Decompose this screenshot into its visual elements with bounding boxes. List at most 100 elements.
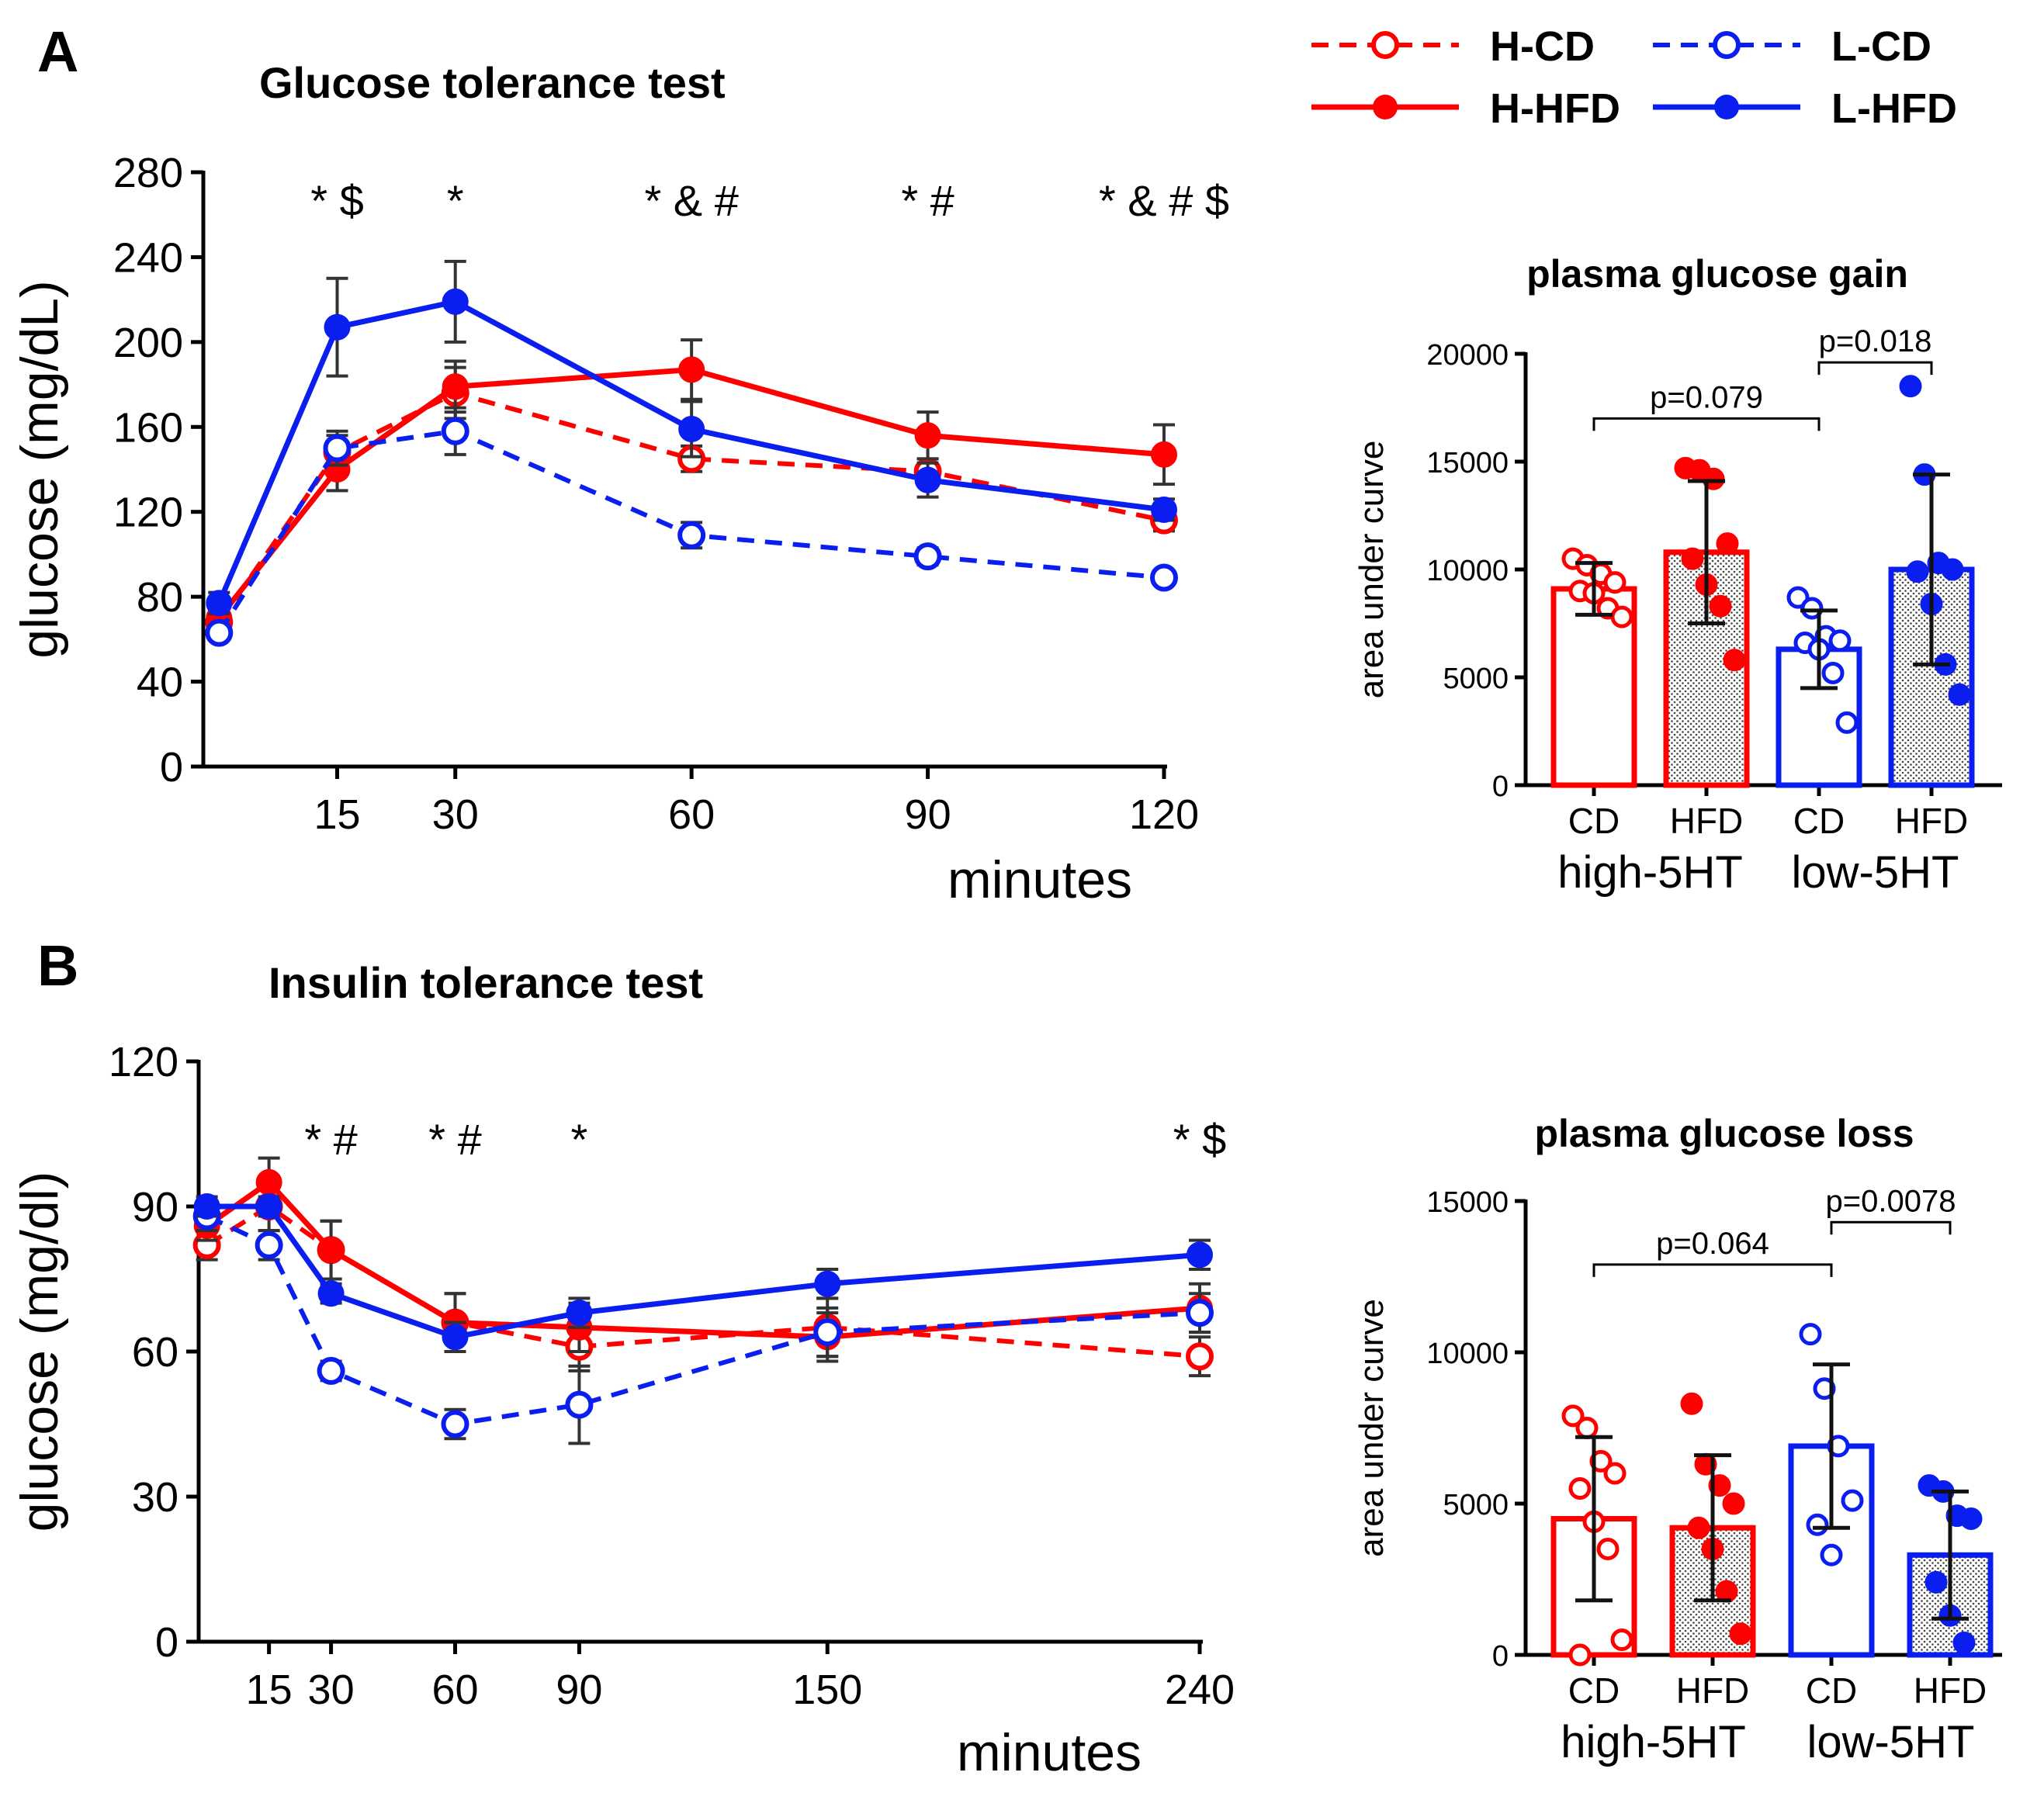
p-value-label: p=0.018 [1819, 324, 1932, 358]
data-point [1906, 560, 1929, 583]
y-tick-label: 30 [132, 1474, 178, 1521]
x-tick-label: 90 [905, 791, 951, 838]
group-label: high-5HT [1561, 1717, 1746, 1767]
x-tick-label: 120 [1129, 791, 1199, 838]
x-tick-label: 30 [432, 791, 479, 838]
category-label: CD [1806, 1670, 1857, 1711]
y-tick-label: 0 [155, 1619, 178, 1666]
data-point [566, 1300, 593, 1327]
data-point [1722, 1492, 1745, 1515]
y-tick-label: 10000 [1426, 555, 1509, 587]
data-point [813, 1318, 842, 1347]
significance-marker: * # [901, 176, 954, 225]
data-point [914, 422, 941, 449]
category-label: CD [1793, 801, 1845, 841]
data-point [1186, 1342, 1214, 1371]
x-tick-label: 60 [668, 791, 715, 838]
x-axis-label: minutes [948, 850, 1132, 909]
data-point [1948, 683, 1971, 706]
series-h-cd [192, 1180, 1214, 1378]
chart-plasma-glucose-loss: plasma glucose loss 0 5000 10000 15000 area u… [1353, 1112, 2002, 1767]
series-l-cd [205, 406, 1178, 647]
data-point [1828, 629, 1852, 652]
data-point [1941, 558, 1964, 581]
data-point [255, 1193, 282, 1220]
x-tick-label: 90 [556, 1667, 602, 1713]
series-line-l-cd [206, 1213, 1200, 1427]
significance-marker: * # [428, 1115, 482, 1164]
data-point [1681, 547, 1704, 570]
y-axis-label: glucose (mg/dL) [10, 280, 69, 659]
data-point [1187, 1241, 1213, 1269]
comparison-bracket [1830, 1220, 1952, 1235]
data-point [1702, 467, 1725, 490]
legend-item-l-cd: L-CD [1653, 23, 1931, 70]
chart-title: plasma glucose loss [1534, 1112, 1914, 1155]
data-point [565, 1390, 594, 1419]
significance-marker: * $ [1173, 1115, 1227, 1164]
y-tick-label: 120 [113, 490, 183, 536]
y-tick-label: 80 [137, 574, 183, 621]
data-point [1800, 597, 1824, 620]
data-point [323, 434, 352, 462]
data-point [1575, 1417, 1599, 1439]
category-label: HFD [1670, 801, 1744, 841]
y-tick-label: 20000 [1426, 339, 1509, 372]
data-point [1603, 1462, 1627, 1485]
series-line-l-cd [217, 428, 1165, 635]
y-tick-label: 280 [113, 150, 183, 196]
data-point [193, 1193, 220, 1220]
data-point [1959, 1507, 1983, 1530]
x-tick-label: 30 [308, 1667, 355, 1713]
data-point [255, 1231, 283, 1259]
data-point [1723, 649, 1746, 672]
data-point [441, 417, 469, 445]
data-point [317, 1280, 345, 1307]
data-point [1151, 441, 1177, 468]
data-point [678, 356, 705, 383]
legend-item-l-hfd: L-HFD [1653, 85, 1957, 132]
significance-marker: * [571, 1115, 588, 1164]
data-point [677, 521, 706, 549]
data-point [206, 590, 233, 617]
data-point [255, 1168, 282, 1196]
data-point [1820, 1543, 1843, 1566]
chart-insulin-tolerance-test: Insulin tolerance test 0 30 60 90 120 15 30 60 90… [10, 958, 1235, 1782]
data-point [1568, 1477, 1592, 1500]
y-tick-label: 240 [113, 234, 183, 281]
legend-label-h-hfd: H-HFD [1490, 85, 1620, 132]
chart-title: Insulin tolerance test [268, 958, 703, 1007]
group-label: high-5HT [1557, 847, 1743, 898]
series-h-hfd [193, 1156, 1213, 1363]
p-value-label: p=0.079 [1650, 380, 1763, 414]
series-line-h-hfd [217, 366, 1165, 620]
data-point [1827, 1435, 1850, 1458]
significance-marker: * $ [310, 176, 364, 225]
series-line-h-hfd [205, 1179, 1200, 1340]
chart-title: plasma glucose gain [1526, 252, 1908, 296]
data-point [1924, 1570, 1948, 1594]
legend-item-h-cd: H-CD [1311, 23, 1595, 70]
chart-plasma-glucose-gain: plasma glucose gain 0 5000 10000 15000 20000 a… [1353, 252, 2002, 898]
data-point [1709, 594, 1732, 618]
p-value-label: p=0.064 [1656, 1227, 1769, 1261]
legend-marker-h-cd [1371, 31, 1399, 59]
data-point [1680, 1392, 1703, 1415]
legend-label-l-hfd: L-HFD [1831, 85, 1957, 132]
category-label: HFD [1676, 1670, 1750, 1711]
data-point [1687, 1516, 1710, 1539]
category-label: HFD [1895, 801, 1969, 841]
data-point [1821, 661, 1845, 684]
y-tick-label: 160 [113, 404, 183, 451]
data-point [324, 313, 351, 341]
panel-label-b: B [37, 933, 78, 998]
legend-marker-l-cd [1713, 31, 1741, 59]
data-point [1561, 1404, 1585, 1428]
series-h-hfd [206, 338, 1177, 632]
data-point [441, 1410, 469, 1438]
data-point [1610, 1629, 1633, 1651]
panel-label-a: A [37, 19, 78, 84]
significance-marker: * # [304, 1115, 358, 1164]
data-point [442, 1324, 469, 1351]
data-point [814, 1270, 841, 1297]
